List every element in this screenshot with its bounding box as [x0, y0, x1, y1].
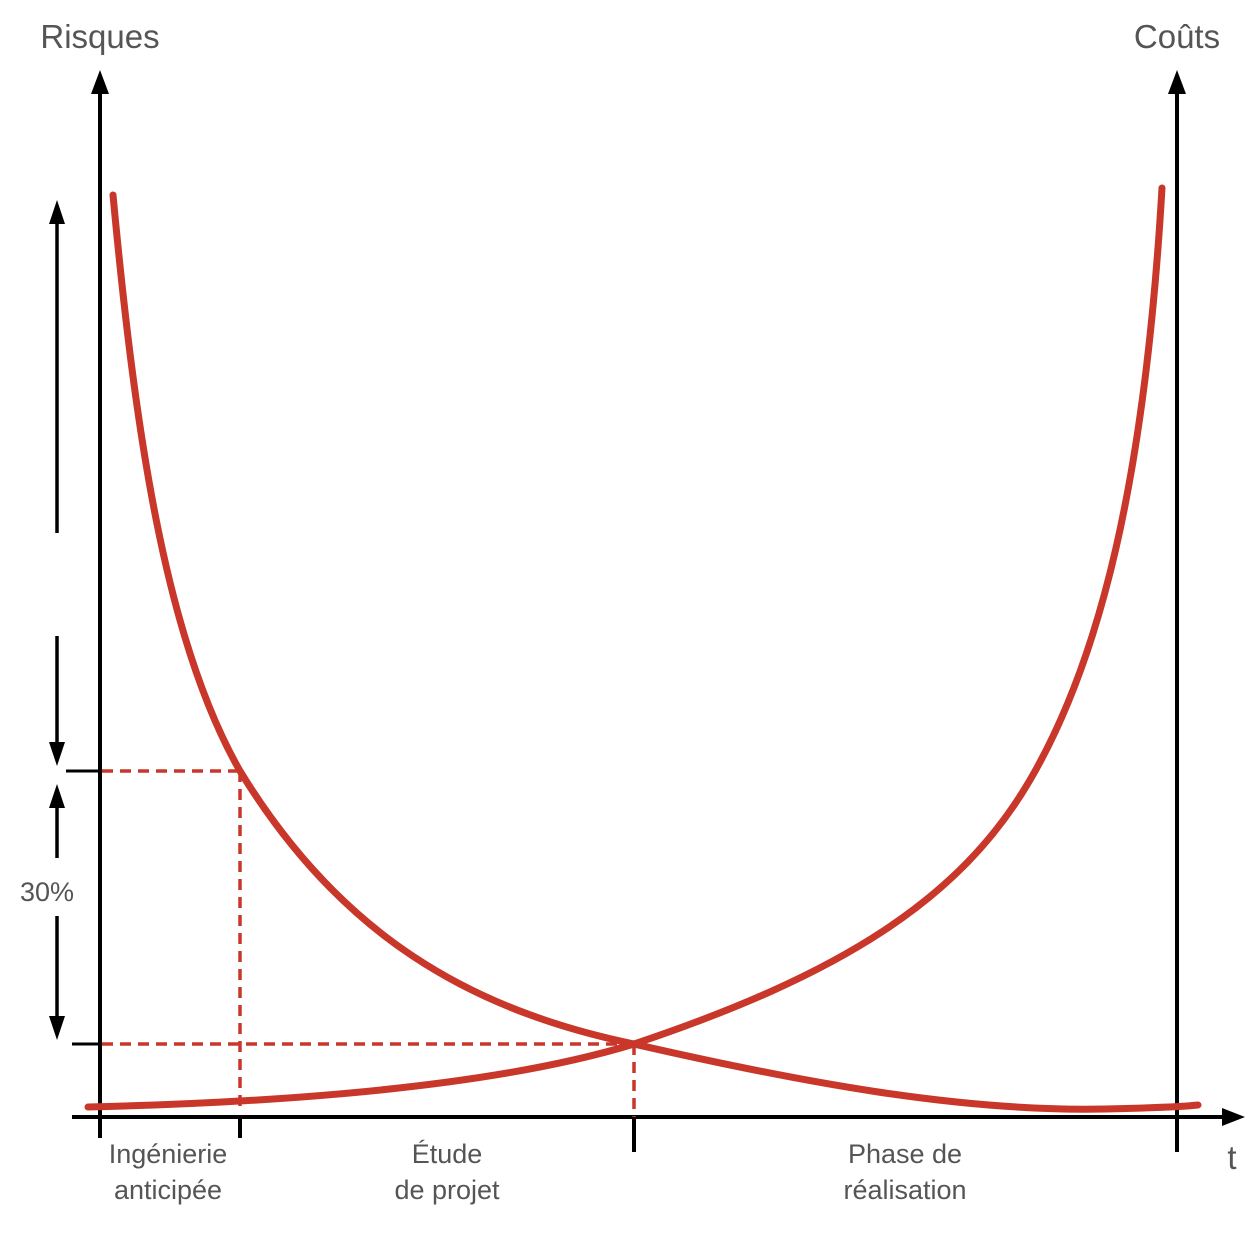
upper-range-arrow-up-icon — [49, 200, 65, 224]
thirty-percent-arrow-down-icon — [49, 1016, 65, 1040]
phase-label-engineering-line2: anticipée — [114, 1175, 222, 1205]
thirty-percent-arrow — [49, 784, 65, 1040]
thirty-percent-arrow-up-icon — [49, 784, 65, 808]
phase-label-realisation-line2: réalisation — [843, 1175, 966, 1205]
phase-label-study-line2: de projet — [394, 1175, 500, 1205]
right-axis-arrow-icon — [1168, 70, 1186, 94]
phase-label-study-line1: Étude — [412, 1139, 483, 1169]
right-axis-label: Coûts — [1134, 18, 1220, 55]
guide-lines — [102, 769, 636, 1117]
upper-range-arrow-down-icon — [49, 742, 65, 766]
time-axis-label: t — [1227, 1139, 1236, 1176]
upper-range-arrow — [49, 200, 65, 766]
left-axis-arrow-icon — [91, 70, 109, 94]
right-axis — [1168, 70, 1186, 1152]
phase-labels: Ingénierie anticipée Étude de projet Pha… — [109, 1139, 967, 1205]
thirty-percent-label: 30% — [20, 877, 74, 907]
time-axis-arrow-icon — [1222, 1108, 1245, 1126]
time-axis — [72, 1108, 1245, 1152]
left-axis — [91, 70, 109, 1138]
cost-curve — [84, 184, 1166, 1111]
phase-label-realisation-line1: Phase de — [848, 1139, 962, 1169]
phase-label-engineering-line1: Ingénierie — [109, 1139, 228, 1169]
risk-curve — [109, 191, 1202, 1113]
left-axis-label: Risques — [40, 18, 159, 55]
